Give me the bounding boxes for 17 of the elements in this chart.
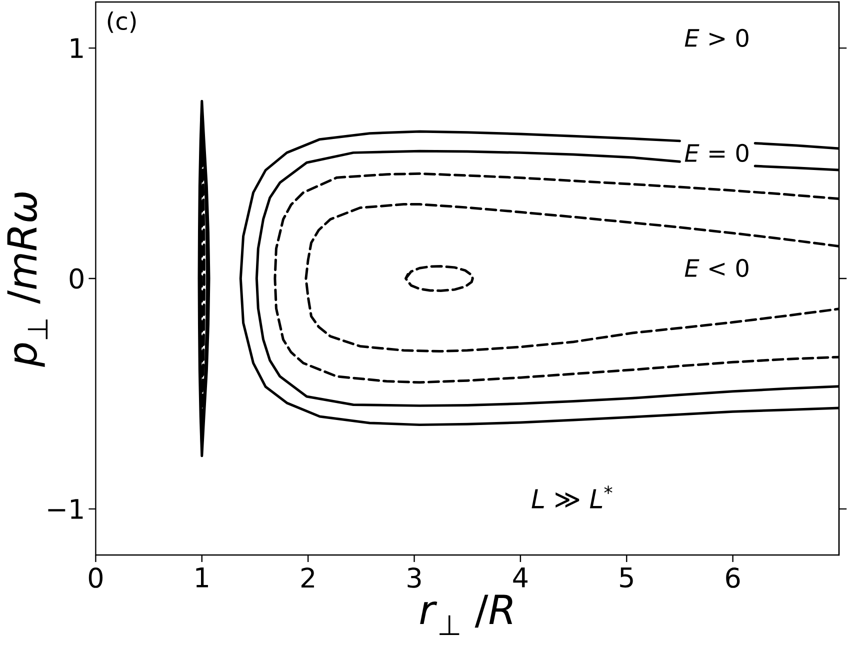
annotation: E > 0 <box>684 28 748 48</box>
y-tick-label: 1 <box>70 38 83 58</box>
y-tick-label: −1 <box>48 499 83 519</box>
x-tick-label: 1 <box>196 568 208 588</box>
annotation: L ≫ L$^{*}$ <box>532 486 612 508</box>
y-tick-label: 0 <box>70 268 84 289</box>
x-tick-label: 2 <box>301 568 314 588</box>
x-tick-label: 3 <box>408 568 421 588</box>
annotation: E < 0 <box>684 258 748 278</box>
x-tick-label: 5 <box>620 568 633 588</box>
x-tick-label: 6 <box>726 568 740 588</box>
x-tick-label: 0 <box>88 568 102 588</box>
y-axis-title: p$_{⊥}$ /mRω <box>7 192 48 367</box>
x-tick-label: 4 <box>513 568 528 588</box>
annotation: E = 0 <box>684 144 748 162</box>
x-axis-title: r$_{⊥}$ /R <box>420 594 512 636</box>
annotation: (c) <box>108 11 136 33</box>
